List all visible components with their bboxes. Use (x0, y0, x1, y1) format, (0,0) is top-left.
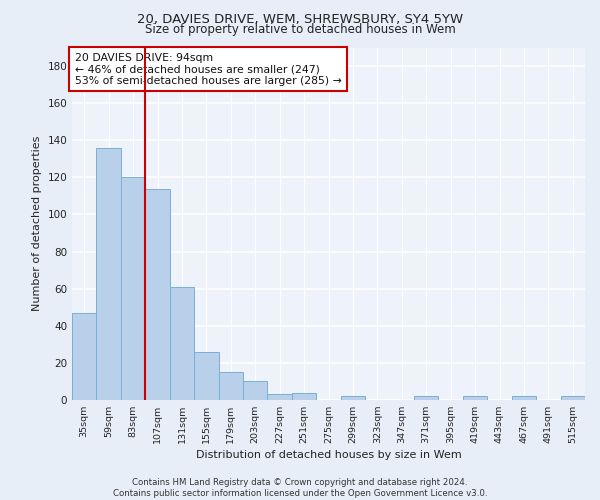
Y-axis label: Number of detached properties: Number of detached properties (32, 136, 42, 312)
Text: Size of property relative to detached houses in Wem: Size of property relative to detached ho… (145, 22, 455, 36)
Bar (97, 148, 121, 400)
Bar (341, 396, 365, 400)
Bar (292, 392, 316, 400)
Bar (560, 396, 585, 400)
Bar (218, 372, 243, 400)
Text: 20 DAVIES DRIVE: 94sqm
← 46% of detached houses are smaller (247)
53% of semi-de: 20 DAVIES DRIVE: 94sqm ← 46% of detached… (74, 53, 341, 86)
Bar (121, 178, 145, 400)
Bar (463, 396, 487, 400)
Text: 20, DAVIES DRIVE, WEM, SHREWSBURY, SY4 5YW: 20, DAVIES DRIVE, WEM, SHREWSBURY, SY4 5… (137, 12, 463, 26)
Bar (512, 396, 536, 400)
X-axis label: Distribution of detached houses by size in Wem: Distribution of detached houses by size … (196, 450, 461, 460)
Text: Contains HM Land Registry data © Crown copyright and database right 2024.
Contai: Contains HM Land Registry data © Crown c… (113, 478, 487, 498)
Bar (194, 352, 218, 400)
Bar (170, 287, 194, 400)
Bar (72, 313, 97, 400)
Bar (243, 382, 268, 400)
Bar (145, 188, 170, 400)
Bar (414, 396, 439, 400)
Bar (268, 394, 292, 400)
